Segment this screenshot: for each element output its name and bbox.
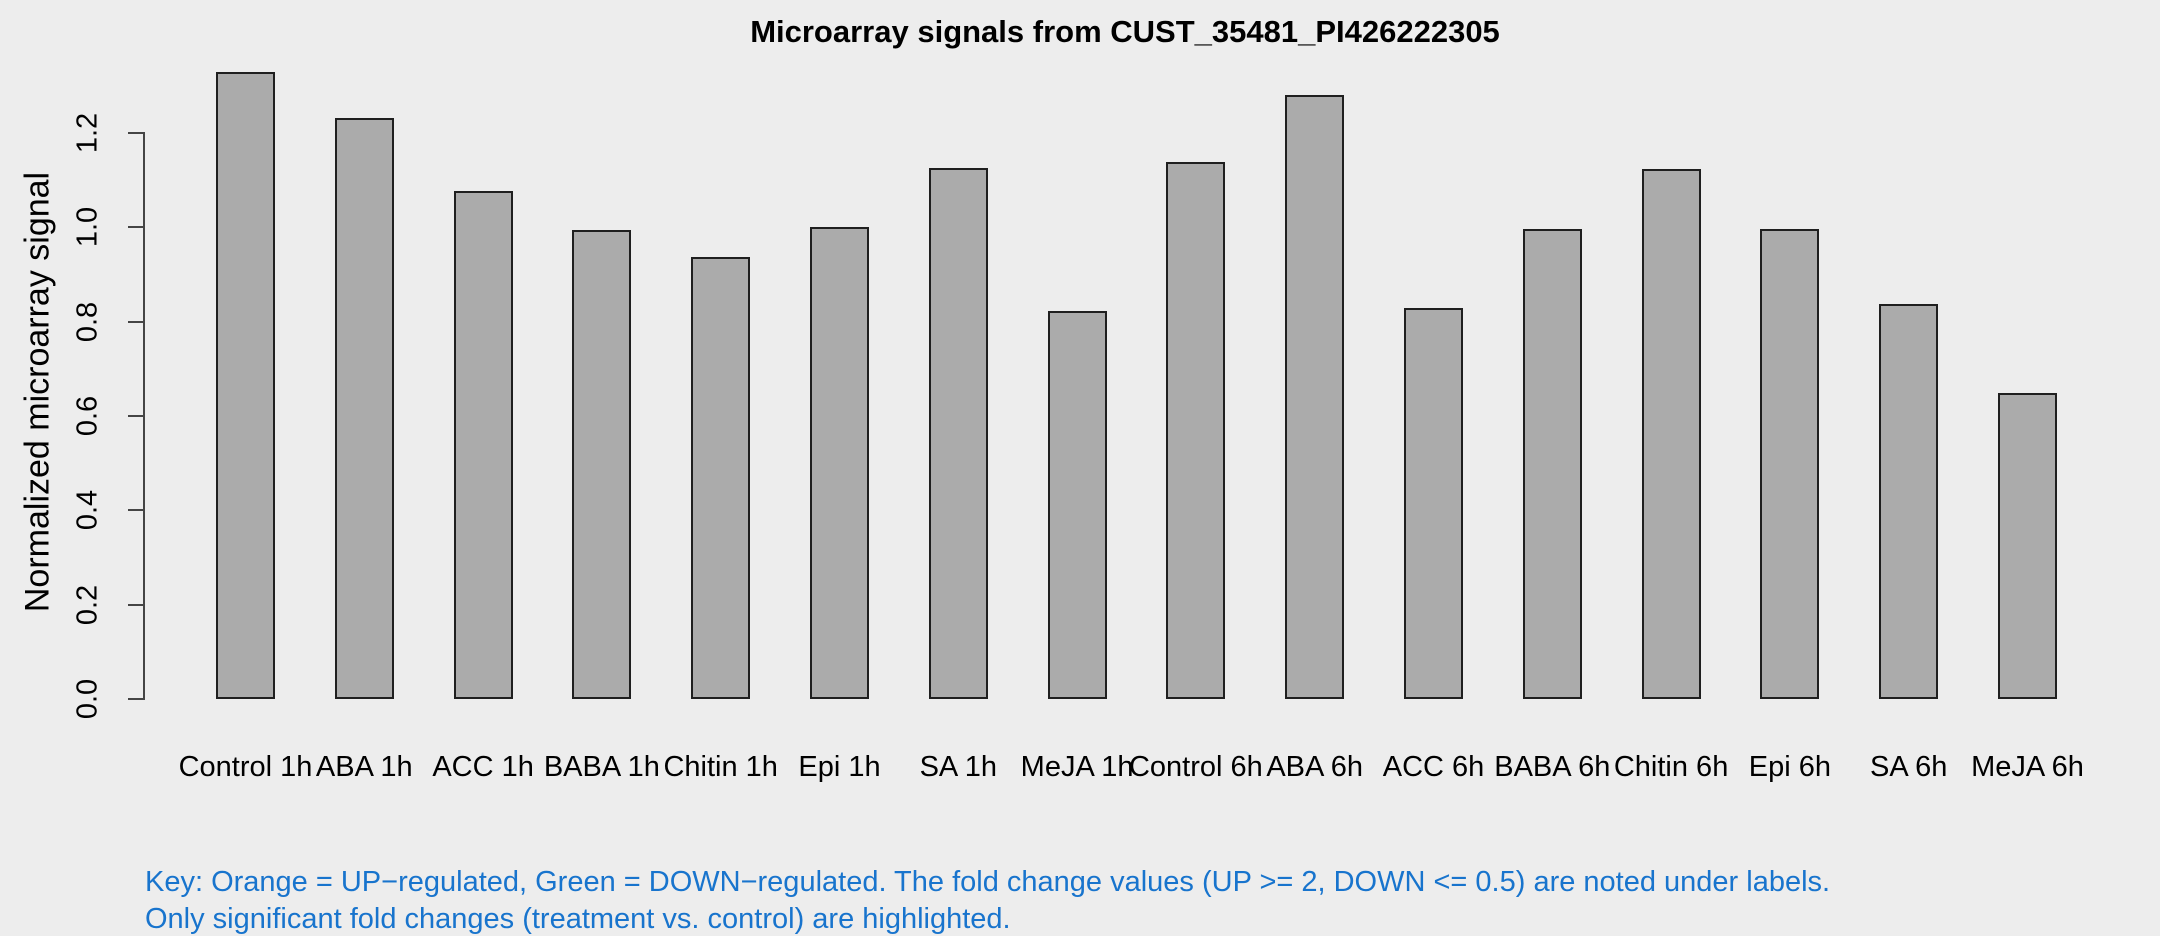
y-tick-label: 0.4	[71, 490, 104, 531]
key-note-line2: Only significant fold changes (treatment…	[145, 903, 1011, 935]
x-axis-label: SA 1h	[919, 751, 997, 783]
bar-acc-6h	[1404, 308, 1463, 699]
y-tick-mark	[128, 698, 145, 700]
bar-baba-6h	[1522, 228, 1582, 699]
x-axis-label: Chitin 6h	[1613, 751, 1729, 783]
y-tick-mark	[128, 414, 145, 417]
bar-meja-6h	[1998, 393, 2057, 699]
y-tick-mark	[128, 226, 145, 229]
y-tick-mark	[128, 131, 145, 134]
bar-baba-1h	[572, 230, 632, 699]
y-tick-label: 0.2	[71, 584, 104, 625]
x-axis-label: Chitin 1h	[663, 751, 778, 783]
key-note: Key: Orange = UP−regulated, Green = DOWN…	[145, 864, 1830, 936]
bar-sa-6h	[1879, 303, 1939, 699]
y-tick-mark	[128, 320, 145, 323]
x-axis-label: SA 6h	[1869, 751, 1948, 783]
x-axis-label: MeJA 1h	[1020, 751, 1134, 783]
y-tick-mark	[128, 509, 145, 512]
x-axis-label: ACC 6h	[1382, 751, 1485, 783]
x-axis-label: BABA 1h	[543, 751, 660, 783]
y-tick-label: 0.8	[71, 301, 104, 342]
key-note-line1: Key: Orange = UP−regulated, Green = DOWN…	[145, 866, 1831, 898]
x-axis-label: Control 6h	[1128, 751, 1263, 783]
y-tick-label: 0.6	[71, 395, 104, 437]
bar-chitin-1h	[691, 256, 751, 699]
y-tick-label: 1.0	[71, 207, 104, 248]
x-axis-label: Control 1h	[178, 751, 313, 783]
y-tick-label: 1.2	[71, 112, 104, 154]
y-axis-label: Normalized microarray signal	[18, 171, 57, 613]
bar-epi-6h	[1760, 228, 1820, 699]
bar-meja-1h	[1047, 311, 1107, 699]
x-axis-label: ABA 1h	[315, 751, 413, 783]
x-axis-label: Epi 6h	[1748, 751, 1832, 783]
bar-aba-6h	[1285, 94, 1345, 699]
x-axis-label: BABA 6h	[1494, 751, 1611, 783]
x-axis-label: ABA 6h	[1266, 751, 1364, 783]
y-tick-mark	[128, 603, 145, 606]
y-tick-label: 0.0	[71, 678, 104, 720]
x-axis-label: ACC 1h	[432, 751, 534, 783]
x-axis-label: Epi 1h	[798, 751, 881, 783]
bar-control-6h	[1166, 162, 1226, 699]
chart-title: Microarray signals from CUST_35481_PI426…	[750, 14, 1500, 49]
bar-aba-1h	[334, 117, 394, 699]
bar-chitin-6h	[1641, 168, 1701, 699]
bar-epi-1h	[810, 227, 869, 699]
bar-sa-1h	[928, 168, 988, 699]
bar-control-1h	[216, 72, 275, 699]
bar-acc-1h	[453, 190, 513, 699]
x-axis-label: MeJA 6h	[1971, 751, 2084, 783]
